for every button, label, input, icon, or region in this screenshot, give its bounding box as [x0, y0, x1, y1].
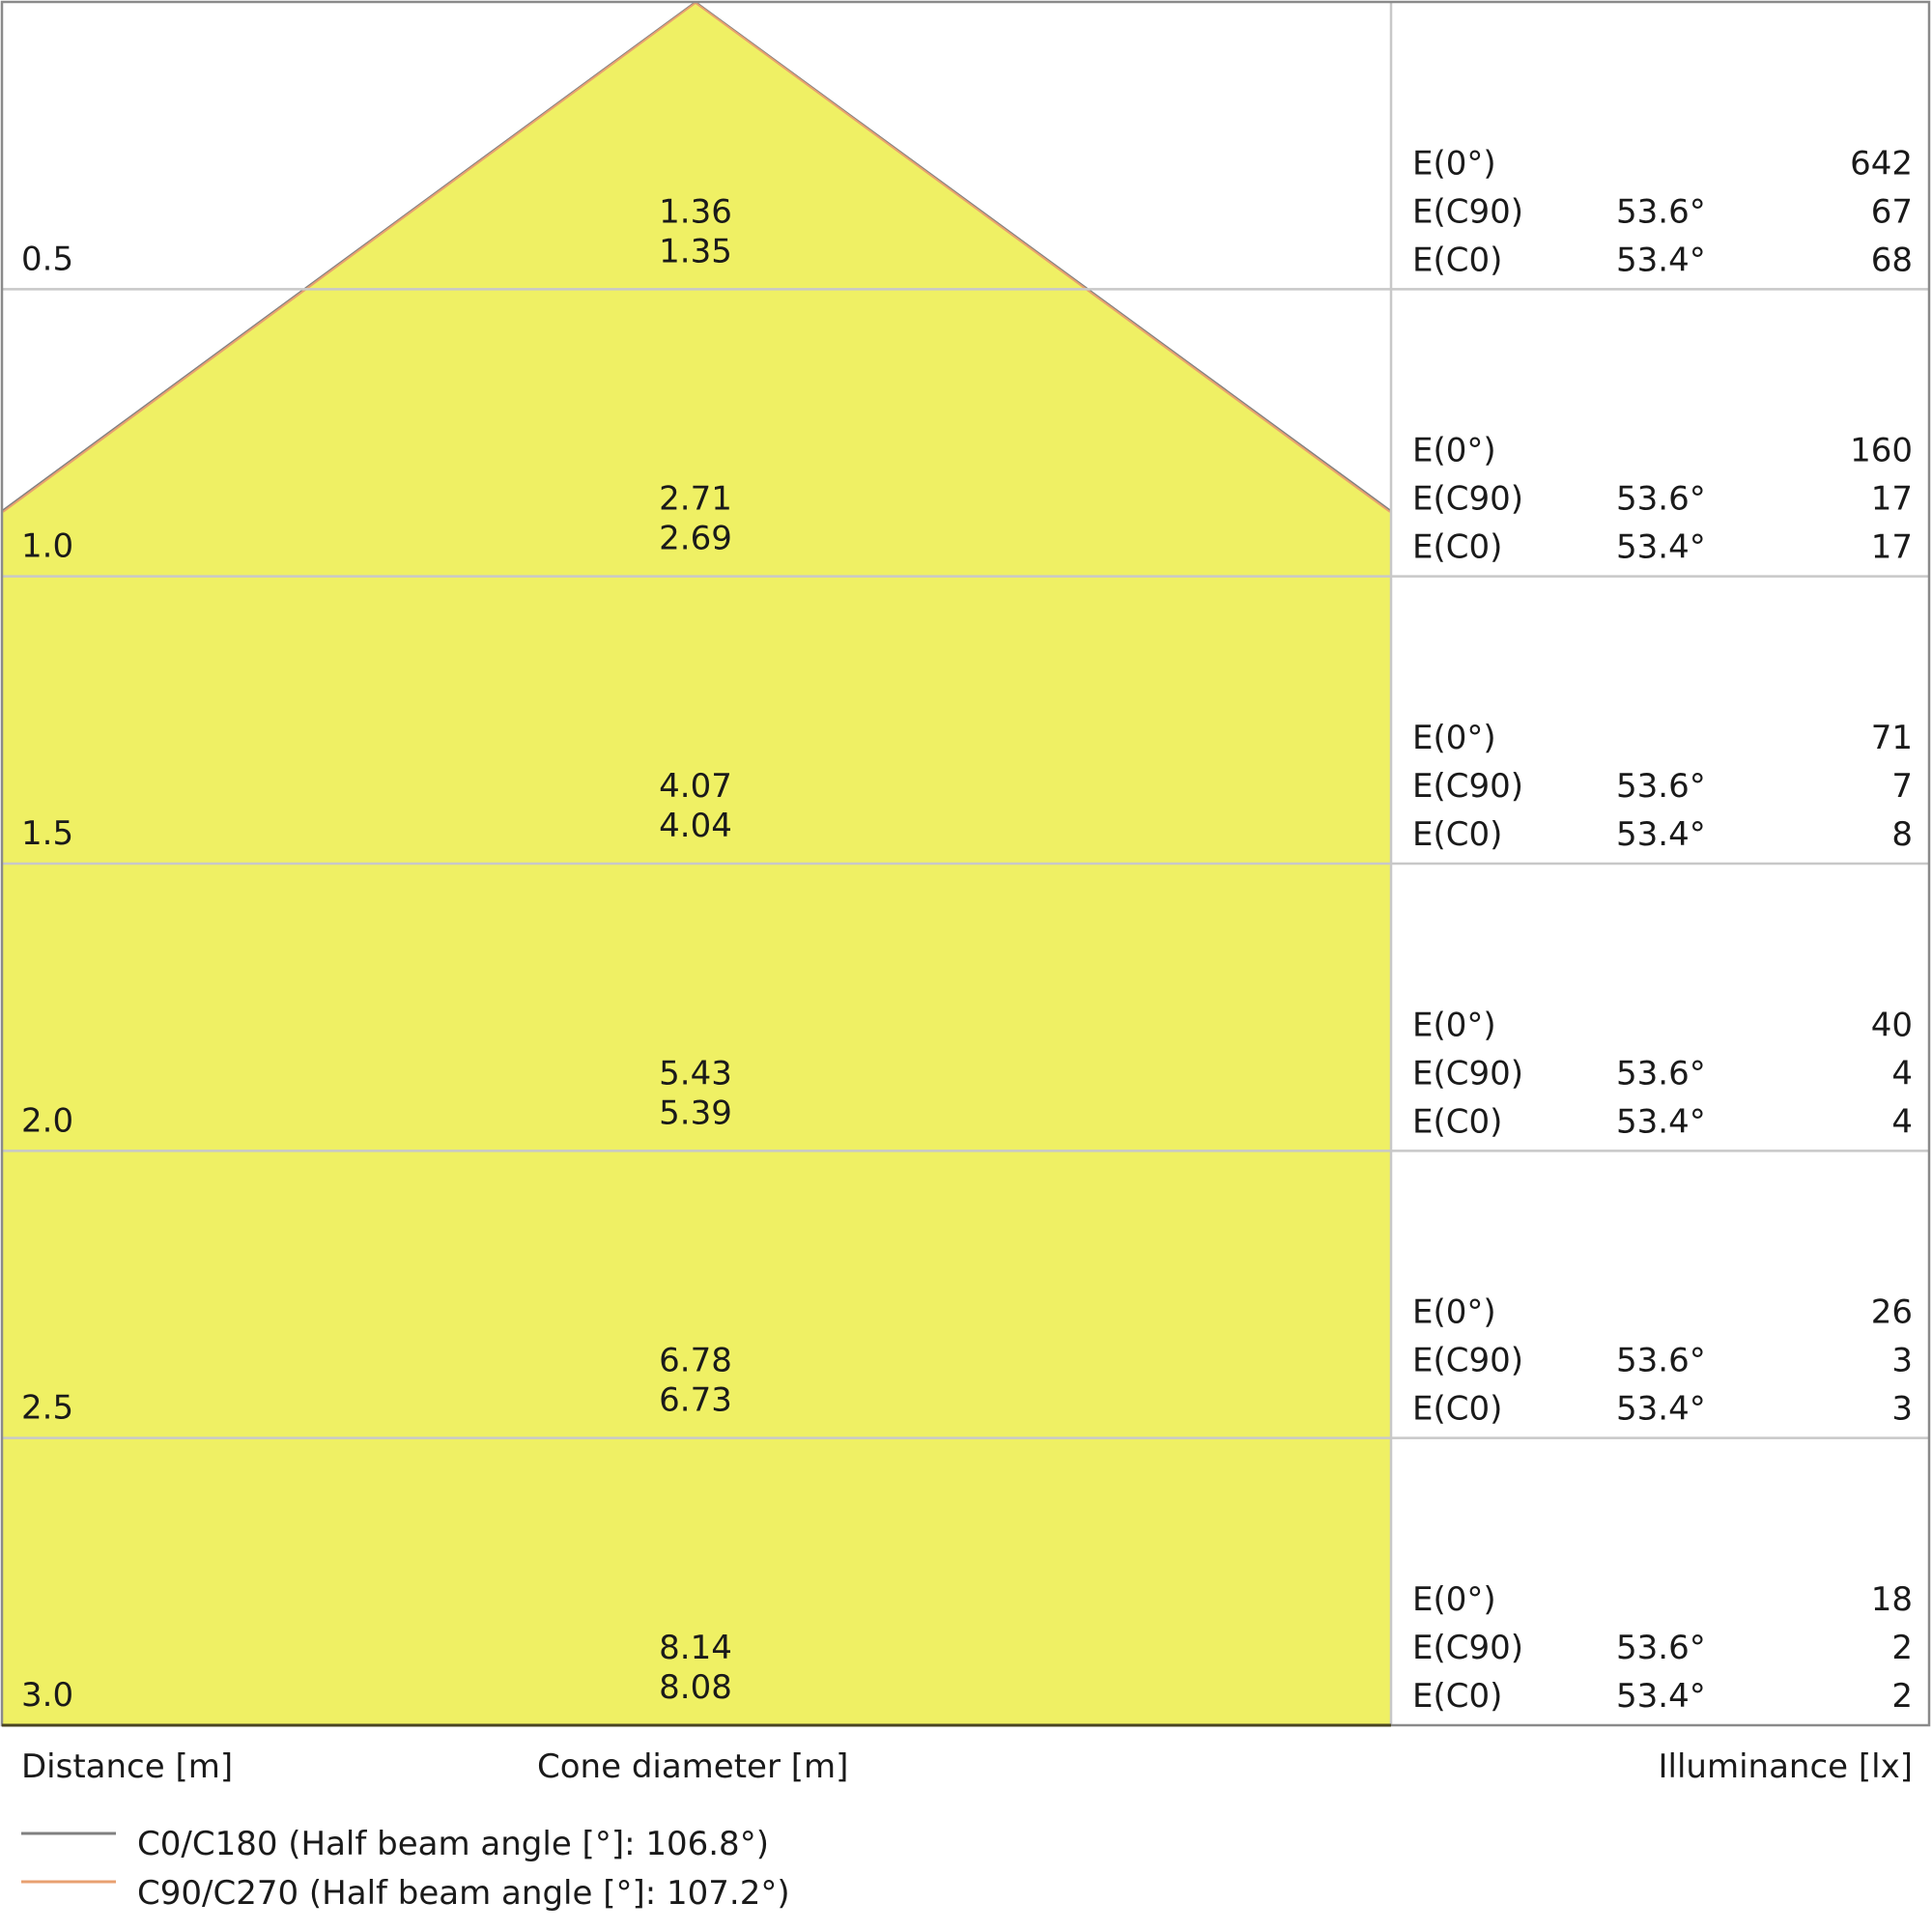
cone-axis-label: Cone diameter [m] — [537, 1747, 848, 1786]
ec0-label: E(C0) — [1412, 241, 1502, 279]
cone-diameter-c0: 4.04 — [659, 807, 732, 845]
distance-axis-label: Distance [m] — [21, 1747, 233, 1786]
ec0-label: E(C0) — [1412, 1102, 1502, 1141]
illuminance-axis-label: Illuminance [lx] — [1659, 1747, 1913, 1786]
ec90-value: 17 — [1871, 480, 1913, 519]
ec90-label: E(C90) — [1412, 1054, 1523, 1093]
ec90-label: E(C90) — [1412, 1342, 1523, 1380]
ec90-angle: 53.6° — [1616, 1054, 1706, 1093]
cone-diameter-c0: 2.69 — [659, 520, 732, 558]
ec90-angle: 53.6° — [1616, 192, 1706, 231]
ec0-value: 8 — [1891, 815, 1913, 854]
ec0-angle: 53.4° — [1616, 241, 1706, 279]
e0-value: 71 — [1871, 719, 1913, 757]
ec90-label: E(C90) — [1412, 767, 1523, 806]
c90-beam-line-right — [695, 2, 1391, 513]
ec0-angle: 53.4° — [1616, 528, 1706, 567]
cone-diameter-c90: 8.14 — [659, 1629, 732, 1667]
ec90-angle: 53.6° — [1616, 767, 1706, 806]
ec0-angle: 53.4° — [1616, 1102, 1706, 1141]
ec90-angle: 53.6° — [1616, 1629, 1706, 1667]
ec0-angle: 53.4° — [1616, 1677, 1706, 1716]
cone-diameter-c90: 4.07 — [659, 767, 732, 806]
legend-label-c0: C0/C180 (Half beam angle [°]: 106.8°) — [137, 1825, 769, 1863]
cone-diameter-c90: 5.43 — [659, 1054, 732, 1093]
ec90-label: E(C90) — [1412, 192, 1523, 231]
e0-label: E(0°) — [1412, 1006, 1496, 1044]
distance-label: 2.0 — [21, 1101, 73, 1140]
ec90-value: 67 — [1871, 192, 1913, 231]
cone-diameter-c90: 2.71 — [659, 480, 732, 519]
cone-diameter-c0: 5.39 — [659, 1093, 732, 1132]
e0-label: E(0°) — [1412, 1293, 1496, 1332]
ec90-value: 2 — [1891, 1629, 1913, 1667]
ec0-label: E(C0) — [1412, 1390, 1502, 1429]
cone-diameter-c0: 8.08 — [659, 1668, 732, 1707]
ec0-angle: 53.4° — [1616, 1390, 1706, 1429]
distance-label: 1.5 — [21, 814, 73, 853]
cone-diameter-c0: 1.35 — [659, 232, 732, 270]
e0-value: 40 — [1871, 1006, 1913, 1044]
ec0-value: 4 — [1891, 1102, 1913, 1141]
c90-beam-line-left — [2, 2, 696, 513]
ec90-angle: 53.6° — [1616, 480, 1706, 519]
ec0-angle: 53.4° — [1616, 815, 1706, 854]
e0-label: E(0°) — [1412, 144, 1496, 183]
e0-value: 160 — [1850, 432, 1913, 470]
ec0-label: E(C0) — [1412, 1677, 1502, 1716]
ec0-label: E(C0) — [1412, 815, 1502, 854]
distance-label: 1.0 — [21, 527, 73, 566]
ec0-value: 68 — [1871, 241, 1913, 279]
e0-label: E(0°) — [1412, 1580, 1496, 1619]
ec90-value: 3 — [1891, 1342, 1913, 1380]
distance-label: 3.0 — [21, 1676, 73, 1715]
e0-label: E(0°) — [1412, 719, 1496, 757]
cone-diameter-c90: 1.36 — [659, 192, 732, 231]
ec90-angle: 53.6° — [1616, 1342, 1706, 1380]
e0-value: 642 — [1850, 144, 1913, 183]
distance-label: 0.5 — [21, 240, 73, 278]
ec0-label: E(C0) — [1412, 528, 1502, 567]
ec0-value: 3 — [1891, 1390, 1913, 1429]
distance-label: 2.5 — [21, 1389, 73, 1428]
e0-value: 26 — [1871, 1293, 1913, 1332]
ec90-value: 4 — [1891, 1054, 1913, 1093]
ec0-value: 17 — [1871, 528, 1913, 567]
grid-layer — [0, 0, 1931, 1727]
ec90-value: 7 — [1891, 767, 1913, 806]
cone-diameter-c0: 6.73 — [659, 1381, 732, 1420]
cone-diameter-c90: 6.78 — [659, 1342, 732, 1380]
legend-label-c90: C90/C270 (Half beam angle [°]: 107.2°) — [137, 1874, 790, 1913]
e0-value: 18 — [1871, 1580, 1913, 1619]
e0-label: E(0°) — [1412, 432, 1496, 470]
ec90-label: E(C90) — [1412, 1629, 1523, 1667]
ec0-value: 2 — [1891, 1677, 1913, 1716]
rows-layer: 0.5 1.361.35 E(0°) 642 E(C90) 53.6° 67 E(C0) 53.… — [21, 144, 1913, 1716]
ec90-label: E(C90) — [1412, 480, 1523, 519]
